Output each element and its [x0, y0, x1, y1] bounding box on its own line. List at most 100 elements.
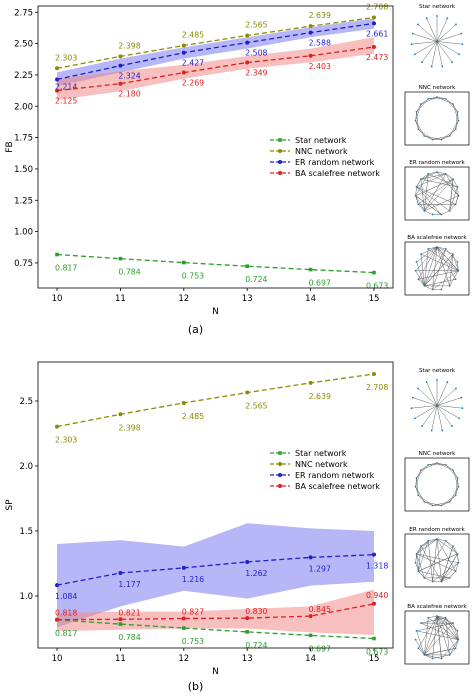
range-band-3: [57, 589, 374, 635]
network-node: [456, 260, 459, 263]
thumbnail-title: NNC network: [419, 85, 457, 91]
network-edge: [431, 41, 438, 67]
y-tick-label: 1.5: [19, 527, 33, 537]
network-edge: [455, 477, 458, 496]
network-edge: [424, 654, 433, 659]
network-edge: [452, 623, 459, 640]
network-edge: [418, 571, 425, 579]
network-node: [448, 209, 451, 212]
x-tick-label: 15: [369, 654, 380, 664]
network-node: [417, 570, 420, 573]
network-node: [414, 561, 417, 564]
network-edge: [436, 41, 453, 63]
network-node: [430, 65, 433, 68]
network-edge: [418, 204, 425, 212]
network-node: [420, 253, 422, 256]
data-point: [308, 614, 313, 619]
network-node: [452, 103, 454, 106]
network-node: [440, 504, 443, 507]
network-node: [436, 538, 438, 540]
data-label: 0.827: [182, 607, 204, 616]
network-edge: [436, 615, 456, 649]
panel-caption: (b): [188, 680, 204, 693]
network-node: [448, 134, 451, 137]
network-edge: [416, 246, 438, 263]
network-edge: [441, 501, 450, 506]
network-edge: [415, 111, 417, 121]
network-node: [460, 396, 463, 399]
network-edge: [424, 617, 429, 655]
network-edge: [449, 648, 456, 656]
network-edge: [449, 639, 459, 656]
legend-marker: [278, 149, 282, 153]
network-node: [455, 387, 457, 390]
thumbnail-frame: [404, 610, 470, 665]
network-edge: [445, 540, 454, 547]
network-edge: [426, 18, 438, 42]
network-edge: [449, 571, 456, 579]
data-point: [55, 88, 60, 93]
network-edge: [420, 96, 438, 105]
network-edge: [414, 41, 438, 55]
network-edge: [436, 405, 463, 409]
network-edge: [436, 615, 446, 619]
network-thumbnail-ring: NNC network: [404, 85, 470, 146]
network-edge: [436, 382, 448, 406]
network-node: [417, 387, 419, 390]
network-edge: [420, 98, 429, 105]
network-edge: [436, 246, 459, 271]
network-edge: [420, 246, 438, 255]
network-thumbnail-random: ER random network: [404, 527, 470, 588]
network-edge: [418, 279, 425, 287]
network-edge: [436, 397, 462, 406]
network-edge: [428, 462, 438, 466]
network-edge: [445, 98, 454, 105]
data-point: [118, 54, 123, 59]
network-node: [452, 622, 454, 625]
y-tick-label: 2.0: [19, 462, 33, 472]
network-node: [415, 476, 418, 479]
network-edge: [449, 270, 459, 287]
y-tick-label: 0.75: [14, 259, 33, 269]
chart-panel-a: 0.817 0.784 0.753 0.724 0.697 0.673 2.303 2.398…: [5, 3, 394, 336]
network-edge: [449, 120, 459, 137]
network-node: [451, 61, 453, 64]
data-label: 0.817: [55, 629, 77, 638]
network-edge: [455, 111, 458, 130]
data-label: 2.639: [309, 11, 331, 20]
network-node: [423, 134, 426, 137]
network-node: [436, 615, 438, 617]
network-edge: [436, 462, 446, 466]
data-label: 2.324: [118, 72, 140, 81]
network-edge: [418, 495, 433, 506]
data-point: [371, 371, 376, 376]
data-point: [245, 559, 250, 564]
data-point: [245, 390, 250, 395]
network-node: [436, 15, 438, 17]
network-edge: [436, 24, 457, 42]
network-node: [427, 97, 430, 100]
network-edge: [436, 96, 454, 105]
data-label: 0.940: [366, 591, 388, 600]
network-edge: [415, 195, 419, 205]
network-edge: [445, 617, 459, 640]
network-node: [446, 381, 449, 384]
network-edge: [416, 630, 459, 640]
data-label: 0.784: [118, 268, 140, 277]
network-node: [457, 194, 460, 197]
network-edge: [449, 186, 458, 211]
network-edge: [457, 111, 459, 121]
network-node: [414, 53, 416, 56]
legend-marker: [278, 451, 282, 455]
network-edge: [424, 173, 446, 212]
data-point: [245, 60, 250, 65]
data-label: 1.262: [245, 569, 267, 578]
data-label: 0.697: [309, 644, 331, 653]
data-label: 0.724: [245, 275, 267, 284]
y-axis-label: FB: [5, 141, 15, 152]
network-node: [448, 500, 451, 503]
network-node: [456, 185, 459, 188]
network-edge: [424, 279, 456, 287]
network-node: [415, 629, 418, 632]
